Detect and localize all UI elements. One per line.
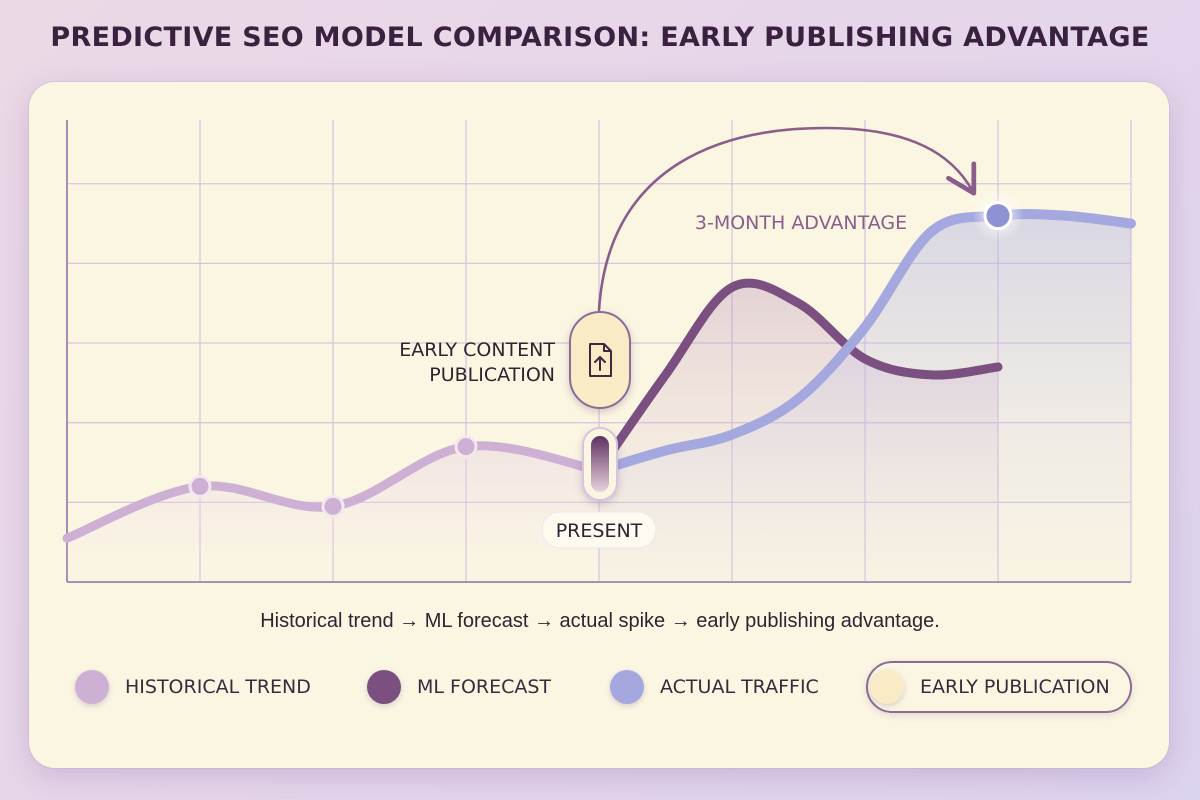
- chart-title: PREDICTIVE SEO MODEL COMPARISON: EARLY P…: [50, 22, 1150, 53]
- present-marker: [582, 427, 618, 501]
- historical-trend-point: [321, 494, 345, 518]
- legend-swatch: [75, 670, 109, 704]
- actual-traffic-area: [599, 214, 1131, 583]
- historical-trend-point: [454, 435, 478, 459]
- legend-swatch: [367, 670, 401, 704]
- legend-swatch: [610, 670, 644, 704]
- advantage-label: 3-MONTH ADVANTAGE: [695, 212, 907, 234]
- chart-area-fills: [67, 214, 1131, 583]
- publication-label-line2: PUBLICATION: [429, 364, 555, 386]
- legend-label: ML FORECAST: [417, 676, 552, 698]
- legend-label: ACTUAL TRAFFIC: [660, 676, 819, 698]
- chart-caption: Historical trend → ML forecast → actual …: [260, 610, 940, 632]
- legend-item-historical-trend: HISTORICAL TREND: [75, 662, 311, 712]
- advantage-arrow: [597, 126, 977, 312]
- legend-item-actual-traffic: ACTUAL TRAFFIC: [610, 662, 819, 712]
- legend-highlight-pill: [866, 661, 1132, 713]
- legend-item-early-publication: EARLY PUBLICATION: [870, 662, 1110, 712]
- legend-label: HISTORICAL TREND: [125, 676, 311, 698]
- publication-label-line1: EARLY CONTENT: [399, 339, 555, 361]
- ml-forecast-line: [594, 278, 1003, 475]
- document-upload-icon: [589, 343, 612, 377]
- present-label: PRESENT: [556, 520, 643, 542]
- legend-swatch: [870, 670, 904, 704]
- legend-label: EARLY PUBLICATION: [920, 676, 1110, 698]
- chart-markers: [188, 189, 1024, 518]
- historical-trend-point: [188, 474, 212, 498]
- actual-traffic-peak-point: [983, 201, 1013, 231]
- actual-traffic-line: [594, 209, 1136, 476]
- present-label-pill: PRESENT: [541, 511, 657, 549]
- legend-item-ml-forecast: ML FORECAST: [367, 662, 551, 712]
